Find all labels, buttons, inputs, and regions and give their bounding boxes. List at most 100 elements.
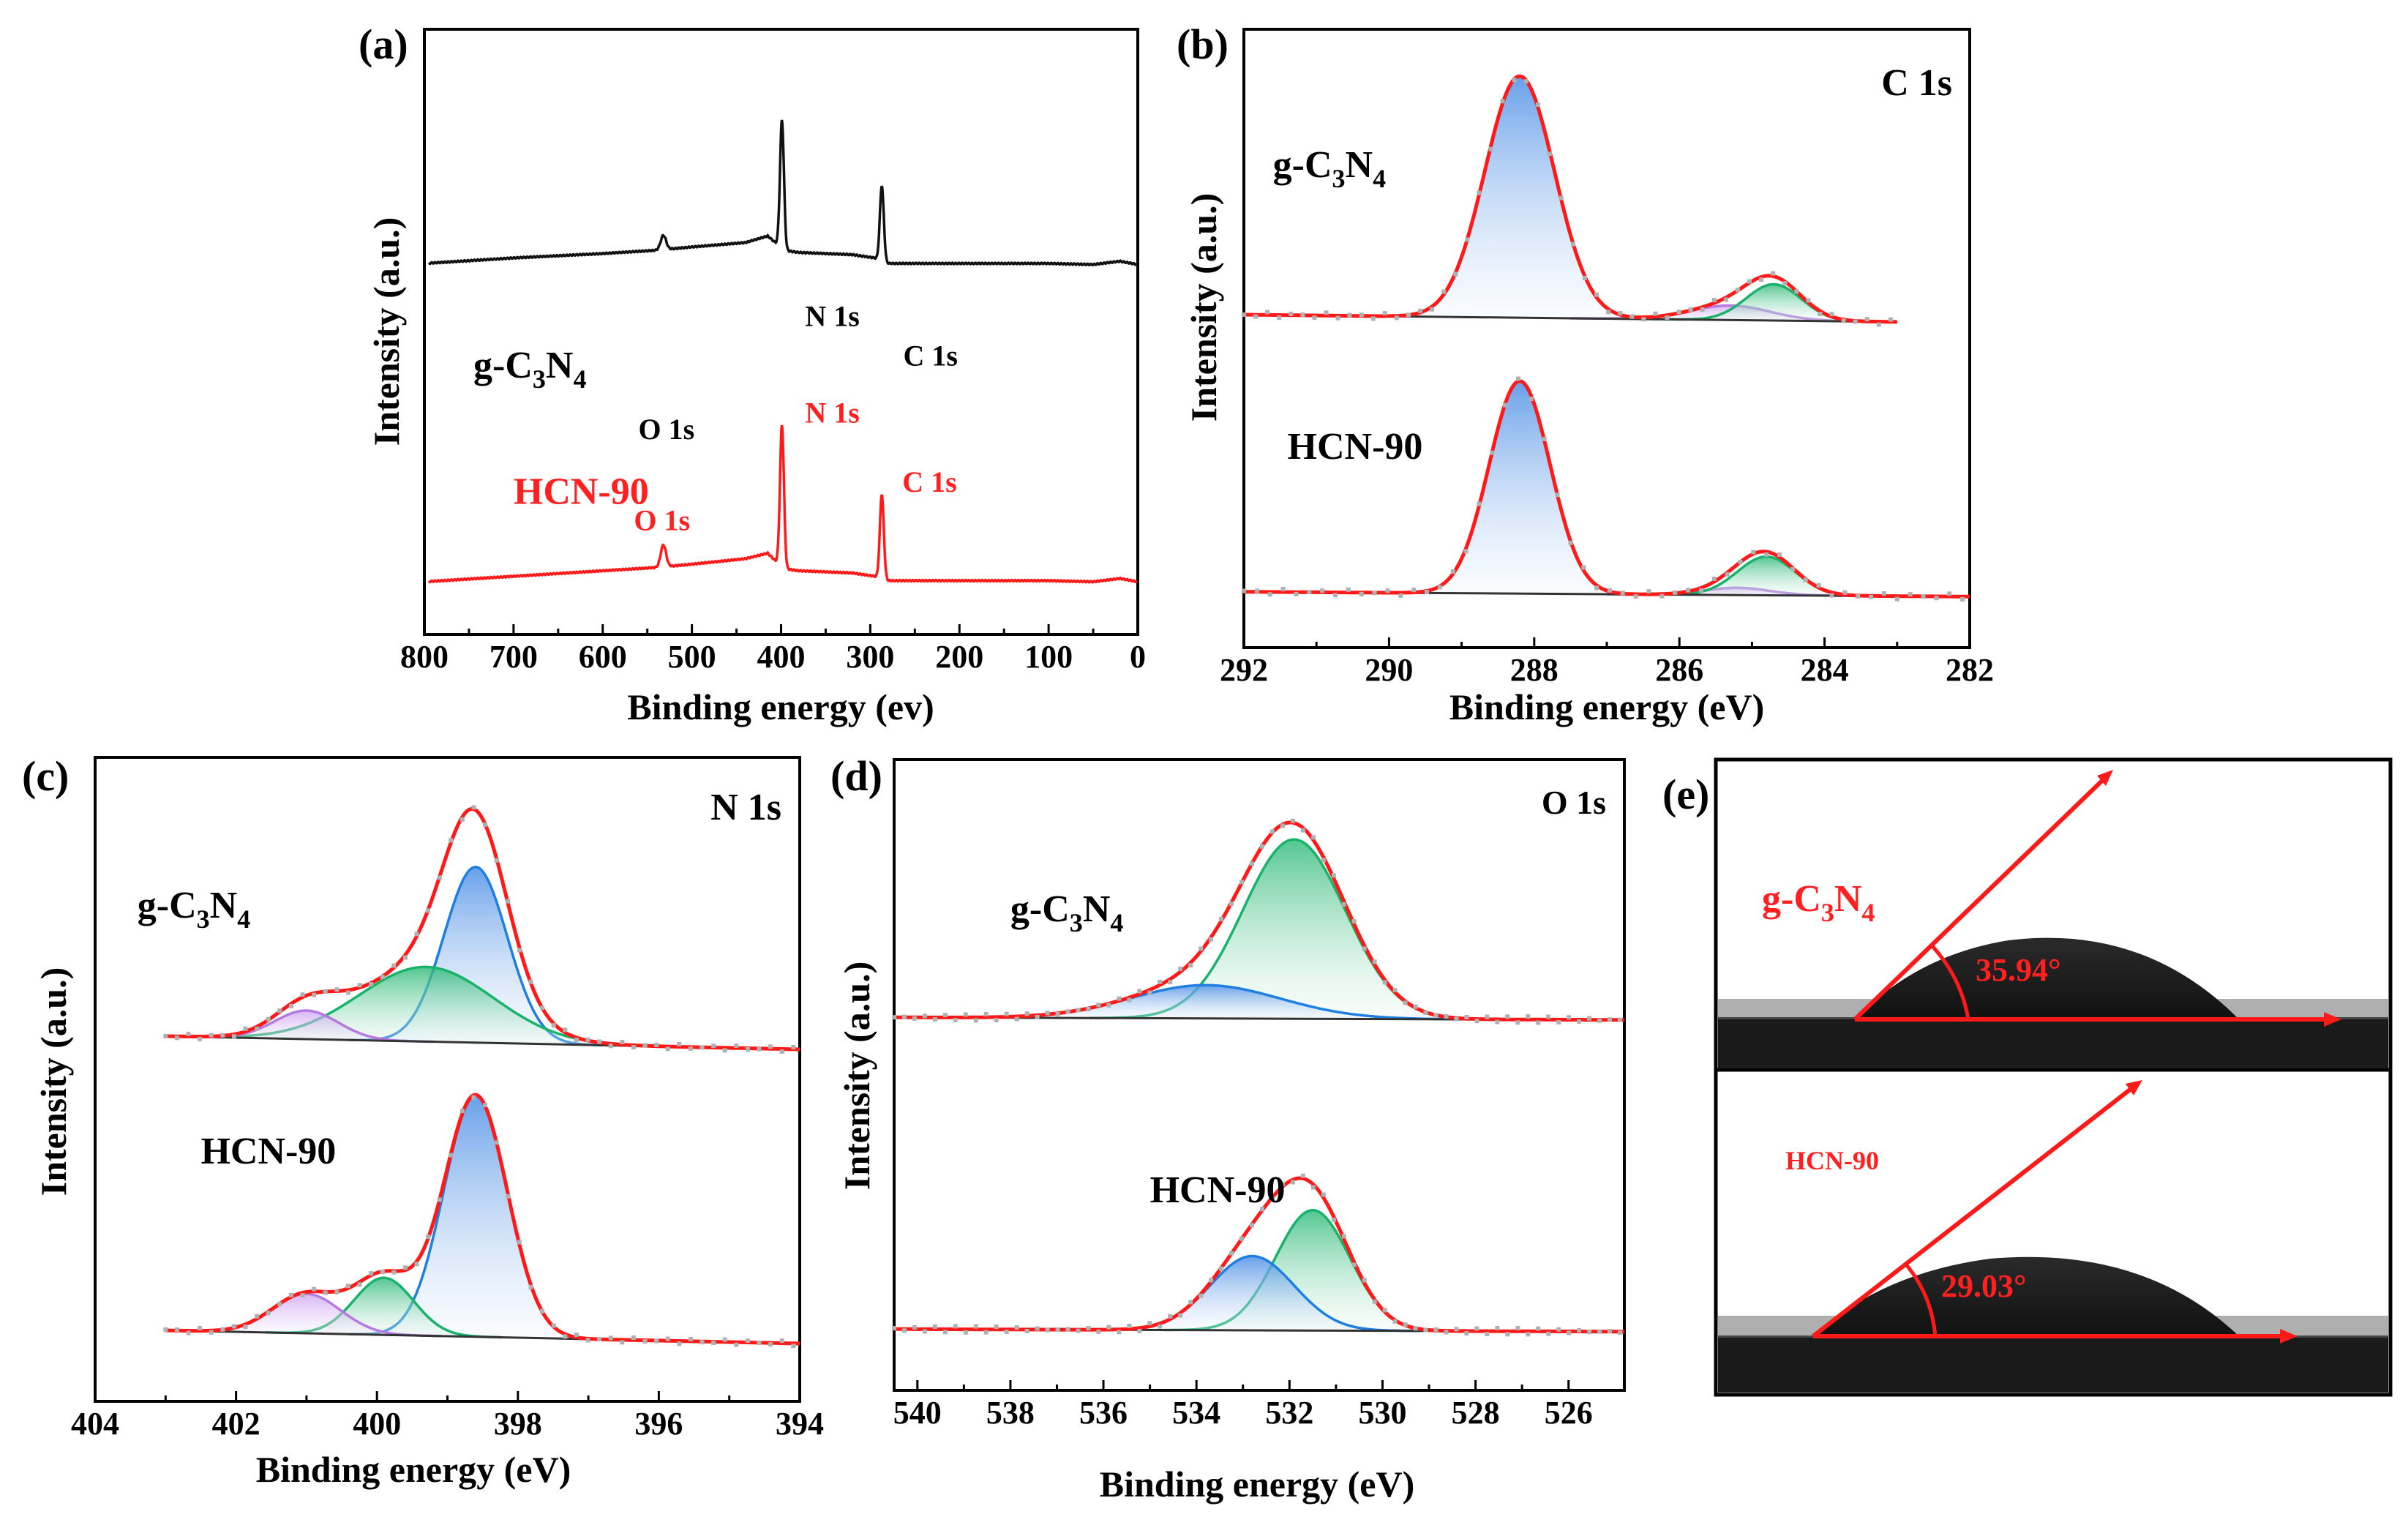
data-point xyxy=(688,1046,693,1051)
panel-d-tick-label: 536 xyxy=(1079,1395,1128,1431)
fit-envelope-g-C3N4 xyxy=(165,807,800,1052)
data-point xyxy=(1876,322,1881,327)
data-point xyxy=(631,1335,636,1340)
panel-b-c1s-spectrum: 292 290 288 286 284 282 g-C3N4 HCN-90 Binding … xyxy=(1177,20,1994,727)
data-point xyxy=(1382,311,1387,316)
fit-envelope-HCN-90 xyxy=(1244,379,1970,599)
data-point xyxy=(1555,492,1560,498)
data-point xyxy=(1127,1324,1132,1328)
data-point xyxy=(1253,314,1259,319)
panel-c-x-label: Binding energy (eV) xyxy=(256,1449,571,1490)
data-point xyxy=(563,1027,568,1033)
data-point xyxy=(892,1015,896,1020)
data-point xyxy=(494,858,499,863)
arrowhead xyxy=(2324,1012,2341,1027)
data-point xyxy=(1699,588,1703,593)
data-point xyxy=(1503,402,1508,408)
data-point xyxy=(942,1330,948,1335)
data-point xyxy=(1394,315,1399,321)
data-point xyxy=(1055,1327,1060,1333)
data-point xyxy=(1086,1007,1091,1011)
data-point xyxy=(1321,858,1326,863)
panel-b-tick-label: 292 xyxy=(1220,652,1268,688)
panel-b-y-label: Intensity (a.u.) xyxy=(1183,193,1224,422)
data-point xyxy=(231,1324,236,1329)
data-point xyxy=(1320,588,1325,593)
data-point xyxy=(1413,1326,1418,1331)
data-point xyxy=(1536,1326,1541,1331)
data-point xyxy=(1594,292,1599,297)
data-point xyxy=(585,1338,590,1343)
data-point xyxy=(540,1005,545,1011)
data-point xyxy=(711,1043,716,1049)
data-point xyxy=(1392,1319,1398,1324)
data-point xyxy=(722,1048,727,1053)
data-point xyxy=(334,987,340,992)
panel-d-tick-label: 540 xyxy=(893,1395,942,1431)
panel-d-o1s-spectrum: 540 538 536 534 532 530 528 526 g-C3N4 HCN-90 Bi… xyxy=(830,752,1626,1505)
data-point xyxy=(1382,980,1387,985)
data-point xyxy=(1289,311,1294,316)
arrowhead xyxy=(2126,1080,2142,1095)
data-point xyxy=(1346,587,1351,592)
panel-e-letter: (e) xyxy=(1662,771,1709,818)
data-point xyxy=(1433,1327,1439,1332)
substrate xyxy=(1718,1335,2388,1393)
panel-d-x-axis: 540 538 536 534 532 530 528 526 xyxy=(893,1380,1593,1431)
data-point xyxy=(1454,1016,1459,1022)
data-point xyxy=(973,1018,978,1023)
data-point xyxy=(1300,312,1305,318)
data-point xyxy=(300,992,305,997)
data-point xyxy=(1359,312,1364,318)
data-point xyxy=(1425,590,1429,594)
data-point xyxy=(1864,317,1869,322)
data-point xyxy=(277,1302,282,1306)
sample-label: HCN-90 xyxy=(514,471,649,513)
data-point xyxy=(471,805,476,810)
data-point xyxy=(1583,275,1587,280)
data-point xyxy=(1869,594,1874,599)
data-point xyxy=(631,1045,636,1050)
data-point xyxy=(1076,1008,1081,1013)
data-point xyxy=(768,1342,773,1347)
data-point xyxy=(1490,450,1495,455)
panel-b-tick-label: 284 xyxy=(1801,652,1849,688)
panel-c-n1s-spectrum: 404 402 400 398 396 394 g-C3N4 HCN-90 Binding … xyxy=(22,752,824,1490)
data-point xyxy=(1841,318,1846,323)
panel-a-tick-label: 400 xyxy=(757,639,806,675)
panel-d-tick-label: 532 xyxy=(1265,1395,1313,1431)
data-point xyxy=(1633,594,1638,599)
data-point xyxy=(1055,1012,1060,1016)
panel-b-frame xyxy=(1242,28,1971,649)
data-point xyxy=(1488,146,1493,151)
data-point xyxy=(1934,596,1939,601)
data-point xyxy=(1433,1013,1439,1018)
data-point xyxy=(1086,1326,1091,1330)
data-point xyxy=(1818,312,1823,316)
data-point xyxy=(1608,1329,1612,1333)
data-point xyxy=(288,1292,293,1297)
water-droplet xyxy=(1813,1256,2239,1336)
panel-d-tick-label: 528 xyxy=(1452,1395,1500,1431)
data-point xyxy=(220,1327,225,1332)
component-fill-blue xyxy=(348,866,603,1046)
data-point xyxy=(1464,1331,1469,1336)
data-point xyxy=(1385,588,1390,593)
data-point xyxy=(163,1327,168,1332)
panel-c-x-axis: 404 402 400 398 396 394 xyxy=(71,1391,824,1442)
data-point xyxy=(528,1284,533,1289)
data-point xyxy=(471,1095,476,1100)
data-point xyxy=(1024,1329,1029,1333)
data-point xyxy=(1686,588,1691,593)
data-point xyxy=(1188,963,1193,968)
data-point xyxy=(1096,1003,1101,1008)
panel-c-tick-label: 400 xyxy=(353,1406,401,1442)
panel-c-tick-label: 396 xyxy=(634,1406,683,1442)
data-point xyxy=(1856,593,1861,599)
data-point xyxy=(1265,310,1270,315)
data-point xyxy=(1646,589,1651,594)
data-point xyxy=(426,908,431,913)
data-point xyxy=(620,1040,625,1044)
data-point xyxy=(380,1270,385,1275)
